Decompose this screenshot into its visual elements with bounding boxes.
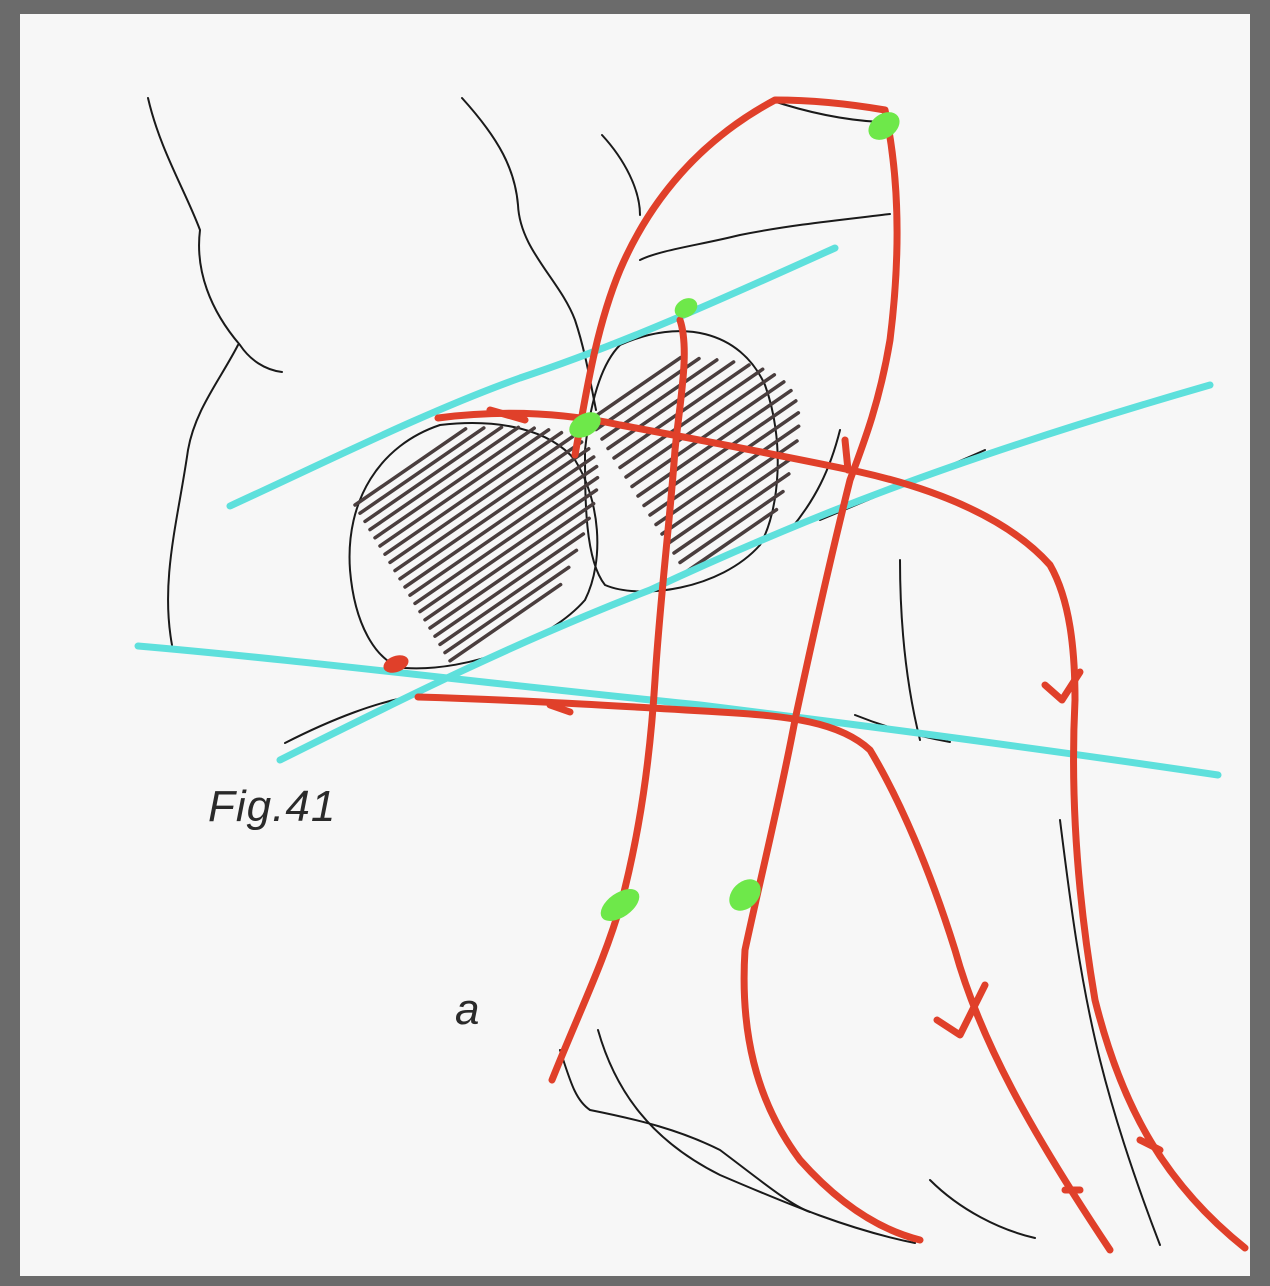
pencil-back-contour xyxy=(147,97,283,373)
hatch-left-stroke xyxy=(353,427,468,507)
green-marker-thigh xyxy=(674,298,698,318)
hatching xyxy=(353,355,801,663)
red-line-knee-tick xyxy=(1041,668,1084,704)
hatch-right-stroke xyxy=(654,424,801,527)
hatch-left-stroke xyxy=(378,428,551,548)
pencil-ankle-front xyxy=(559,1049,811,1213)
red-line-tick-4 xyxy=(1136,1136,1164,1154)
pencil-back-leg-line xyxy=(1059,819,1161,1246)
hatch-left-stroke xyxy=(383,430,564,556)
hatch-left-stroke xyxy=(448,582,563,663)
hatch-right-stroke xyxy=(678,489,785,565)
cyan-lines xyxy=(134,244,1222,779)
red-lines xyxy=(414,96,1249,1254)
figure-sublabel: a xyxy=(455,985,480,1034)
figure-label: Fig.41 xyxy=(208,782,337,831)
hatching-right-oval xyxy=(588,355,801,574)
pencil-torso-line xyxy=(461,97,597,411)
green-marker-ankle-right xyxy=(729,879,761,911)
hatch-left-stroke xyxy=(428,516,591,630)
hatching-left-oval xyxy=(353,425,600,663)
hatch-left-stroke xyxy=(423,501,596,622)
hatch-right-stroke xyxy=(672,472,791,555)
red-line-tick-3 xyxy=(546,701,574,716)
pencil-buttock-contour xyxy=(167,344,239,646)
pencil-foot-contour xyxy=(597,1029,916,1244)
pencil-arm-line xyxy=(601,134,641,216)
cyan-line-middle xyxy=(276,381,1214,764)
hatch-right-stroke xyxy=(624,373,777,479)
red-line-knee-under xyxy=(414,693,1114,1254)
green-markers xyxy=(569,112,900,921)
red-line-inner-leg xyxy=(548,316,688,1084)
red-line-front-leg xyxy=(571,96,924,1244)
hatch-left-stroke xyxy=(388,434,575,565)
hatch-right-stroke xyxy=(630,380,786,489)
red-line-tick-1 xyxy=(486,406,529,424)
hatch-left-stroke xyxy=(408,464,599,597)
cyan-line-upper xyxy=(226,244,839,510)
drawing-paper xyxy=(20,14,1250,1276)
hatch-right-stroke xyxy=(606,360,736,451)
red-dot-marker xyxy=(383,655,409,673)
hatch-left-stroke xyxy=(363,425,504,524)
green-marker-ankle-left xyxy=(600,889,640,921)
hatch-left-stroke xyxy=(393,440,584,573)
hatch-left-stroke xyxy=(373,426,536,540)
red-line-outer-thigh xyxy=(434,409,1249,1252)
hatch-right-stroke xyxy=(684,507,779,574)
red-line-shin-tick xyxy=(933,981,989,1039)
hatch-right-stroke xyxy=(666,455,796,546)
hatch-left-stroke xyxy=(413,475,600,606)
red-line-tick-2 xyxy=(841,436,852,474)
hatch-left-stroke xyxy=(403,455,596,589)
hatch-right-stroke xyxy=(588,355,683,422)
hatch-left-stroke xyxy=(433,532,586,638)
pencil-lower-leg-front xyxy=(789,429,841,531)
pencil-shin-back xyxy=(899,559,921,741)
green-marker-hip xyxy=(569,412,601,438)
pencil-heel-line xyxy=(929,1179,1036,1239)
hatch-left-stroke xyxy=(398,447,591,581)
hatch-left-stroke xyxy=(368,425,521,532)
hatch-right-stroke xyxy=(618,367,765,470)
hatch-left-stroke xyxy=(358,426,486,515)
hatch-left-stroke xyxy=(418,488,599,614)
hatch-left-stroke xyxy=(443,565,571,655)
hatch-left-stroke xyxy=(438,548,579,647)
cyan-line-lower xyxy=(134,642,1222,779)
hatch-right-stroke xyxy=(648,411,801,517)
pencil-thigh-top xyxy=(639,213,891,261)
green-marker-knee-top xyxy=(868,112,900,140)
